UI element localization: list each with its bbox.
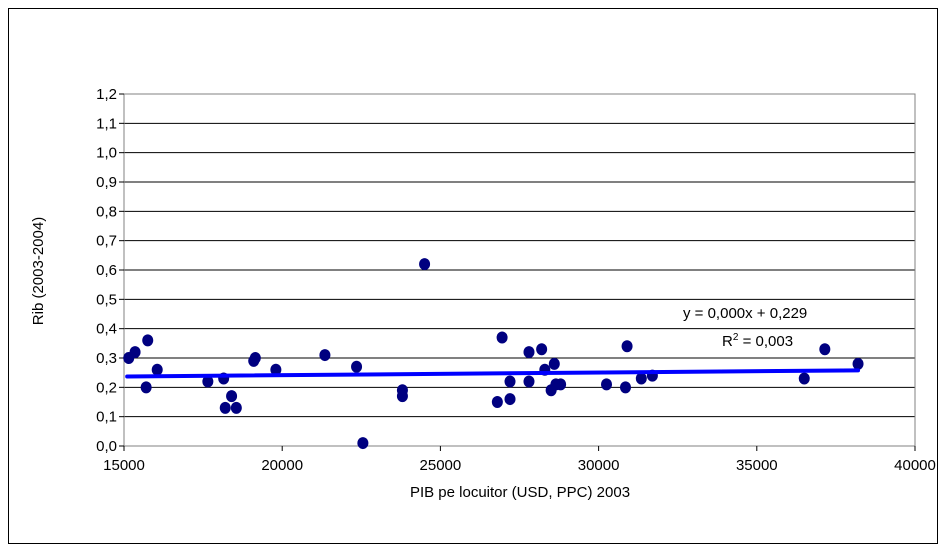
- y-tick-label: 0,1: [96, 409, 117, 426]
- y-axis-title: Rib (2003-2004): [30, 217, 47, 325]
- data-point: [635, 372, 647, 385]
- data-point: [523, 346, 535, 359]
- y-tick-label: 0,6: [96, 262, 117, 279]
- y-tick-label: 1,0: [96, 145, 117, 162]
- x-tick-label: 25000: [420, 457, 462, 474]
- y-axis-ticks: 0,0 0,1 0,2 0,3 0,4 0,5 0,6 0,7 0,8 0,9 1,0 1,1 1,2: [96, 86, 124, 455]
- data-point: [151, 363, 163, 376]
- trendline: [125, 368, 861, 379]
- data-point: [555, 378, 567, 391]
- data-point: [419, 258, 431, 271]
- x-tick-label: 15000: [103, 457, 145, 474]
- data-point: [249, 352, 261, 364]
- data-point: [548, 357, 560, 370]
- data-point: [270, 363, 282, 376]
- data-points: [123, 258, 864, 450]
- data-point: [819, 343, 831, 356]
- r-squared-label: R2 = 0,003: [722, 332, 793, 350]
- x-tick-label: 20000: [261, 457, 303, 474]
- data-point: [351, 360, 363, 373]
- data-point: [601, 378, 613, 391]
- data-point: [219, 401, 231, 414]
- data-point: [357, 437, 369, 450]
- data-point: [140, 381, 152, 394]
- y-tick-label: 0,8: [96, 203, 117, 220]
- x-tick-label: 35000: [736, 457, 778, 474]
- data-point: [852, 357, 864, 370]
- data-point: [536, 343, 548, 356]
- x-axis-ticks: 15000 20000 25000 30000 35000 40000: [103, 446, 936, 474]
- y-tick-label: 0,3: [96, 350, 117, 367]
- data-point: [798, 372, 810, 385]
- data-point: [504, 375, 516, 388]
- data-point: [491, 396, 503, 408]
- data-point: [129, 346, 141, 359]
- y-tick-label: 0,9: [96, 174, 117, 191]
- data-point: [396, 390, 408, 403]
- y-tick-label: 0,5: [96, 291, 117, 308]
- x-axis-title: PIB pe locuitor (USD, PPC) 2003: [410, 484, 630, 501]
- r-squared-sup: 2: [733, 332, 739, 343]
- y-tick-label: 1,2: [96, 86, 117, 103]
- data-point: [504, 393, 516, 406]
- y-tick-label: 0,7: [96, 233, 117, 250]
- y-tick-label: 0,2: [96, 379, 117, 396]
- data-point: [621, 340, 633, 353]
- data-point: [230, 401, 242, 414]
- data-point: [523, 375, 535, 388]
- data-point: [202, 375, 214, 388]
- x-tick-label: 30000: [578, 457, 620, 474]
- r-squared-value: = 0,003: [738, 333, 793, 350]
- data-point: [142, 334, 154, 347]
- data-point: [619, 381, 631, 394]
- data-point: [319, 349, 331, 362]
- y-tick-label: 0,0: [96, 438, 117, 455]
- gridlines: [124, 93, 915, 447]
- trendline-equation: y = 0,000x + 0,229: [683, 305, 807, 322]
- data-point: [226, 390, 238, 403]
- x-tick-label: 40000: [894, 457, 936, 474]
- chart-frame: [8, 8, 938, 544]
- data-point: [496, 331, 508, 344]
- y-tick-label: 0,4: [96, 321, 117, 338]
- r-squared-r: R: [722, 333, 733, 350]
- y-tick-label: 1,1: [96, 115, 117, 132]
